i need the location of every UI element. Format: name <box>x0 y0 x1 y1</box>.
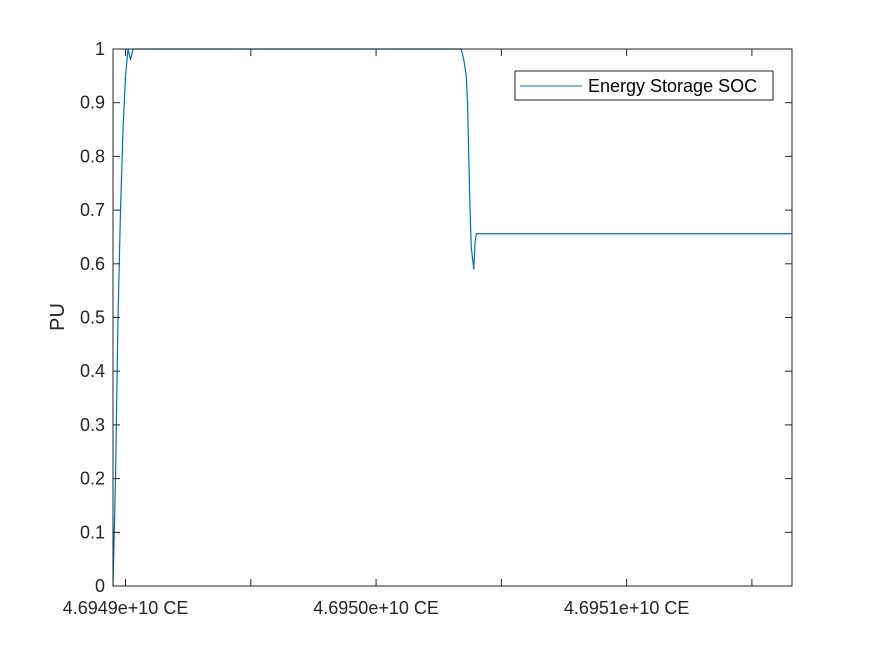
x-axis-ticks: 4.6949e+10 CE 4.6950e+10 CE 4.6951e+10 CE <box>63 49 753 618</box>
x-tick-label: 4.6949e+10 CE <box>63 598 189 618</box>
y-tick-label: 0.9 <box>80 93 105 113</box>
y-tick-label: 0.8 <box>80 146 105 166</box>
y-tick-label: 0 <box>95 576 105 596</box>
y-tick-label: 0.1 <box>80 522 105 542</box>
y-tick-label: 1 <box>95 39 105 59</box>
x-tick-label: 4.6950e+10 CE <box>313 598 439 618</box>
y-tick-label: 0.2 <box>80 469 105 489</box>
legend: Energy Storage SOC <box>514 70 774 101</box>
x-tick-label: 4.6951e+10 CE <box>564 598 690 618</box>
y-axis-label: PU <box>47 303 69 331</box>
y-tick-label: 0.4 <box>80 361 105 381</box>
y-tick-label: 0.7 <box>80 200 105 220</box>
y-tick-label: 0.3 <box>80 415 105 435</box>
y-axis-ticks: 0 0.1 0.2 0.3 0.4 0.5 0.6 0.7 0.8 0.9 1 <box>80 39 792 596</box>
legend-label: Energy Storage SOC <box>588 76 757 96</box>
y-tick-label: 0.6 <box>80 254 105 274</box>
y-tick-label: 0.5 <box>80 308 105 328</box>
plot-area <box>113 49 792 586</box>
